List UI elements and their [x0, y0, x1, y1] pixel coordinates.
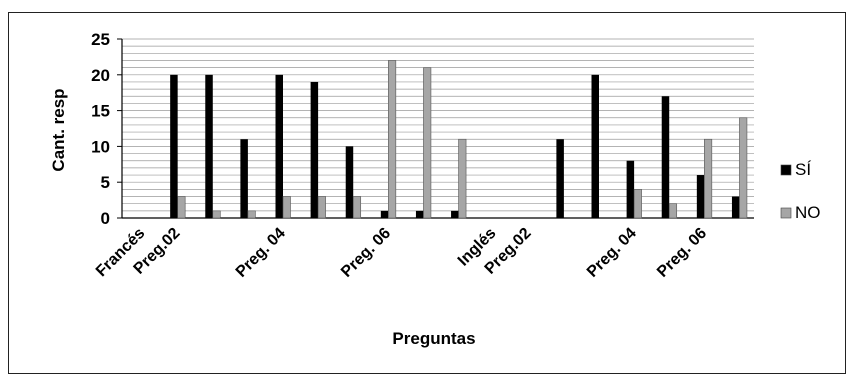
bar-no	[739, 117, 748, 219]
x-tick-label: Preg. 06	[338, 225, 394, 281]
bar-si	[661, 96, 670, 218]
bar-si	[591, 74, 599, 218]
x-tick-label: Preg. 06	[654, 225, 710, 281]
bar-no	[704, 138, 713, 219]
bar-si	[451, 210, 459, 218]
bar-no	[388, 60, 397, 219]
bar-si	[415, 210, 424, 218]
bar-no	[352, 196, 362, 219]
bar-no	[668, 203, 678, 219]
bar-no	[633, 189, 642, 219]
bar-si	[556, 139, 564, 218]
y-axis-title: Cant. resp	[49, 88, 68, 171]
bar-si	[696, 175, 705, 218]
bar-si	[275, 74, 283, 218]
bar-no	[282, 196, 291, 219]
legend-label-no: NO	[795, 203, 821, 222]
bar-si	[170, 74, 178, 218]
bar-no	[423, 67, 432, 219]
x-tick-label: Preg. 04	[584, 225, 640, 281]
bar-si	[731, 196, 740, 218]
y-tick-label: 10	[91, 137, 110, 156]
bar-si	[345, 146, 354, 218]
legend-label-si: SÍ	[795, 160, 811, 179]
bar-si	[626, 160, 635, 218]
bar-no	[317, 196, 326, 219]
bar-no	[177, 196, 186, 219]
bar-si	[380, 210, 389, 218]
y-tick-label: 5	[101, 173, 110, 192]
bar-si	[310, 81, 319, 219]
bar-si	[240, 139, 248, 218]
y-tick-label: 25	[91, 30, 110, 49]
legend-swatch-si	[780, 164, 792, 176]
y-tick-label: 20	[91, 66, 110, 85]
bar-no	[458, 138, 467, 219]
y-tick-label: 0	[101, 209, 110, 228]
y-tick-label: 15	[91, 102, 110, 121]
bar-no	[247, 210, 256, 219]
bar-si	[205, 74, 213, 218]
x-axis-title: Preguntas	[392, 329, 475, 348]
legend-swatch-no	[780, 207, 792, 219]
x-tick-label: Preg. 04	[233, 225, 289, 281]
bar-no	[212, 210, 221, 219]
